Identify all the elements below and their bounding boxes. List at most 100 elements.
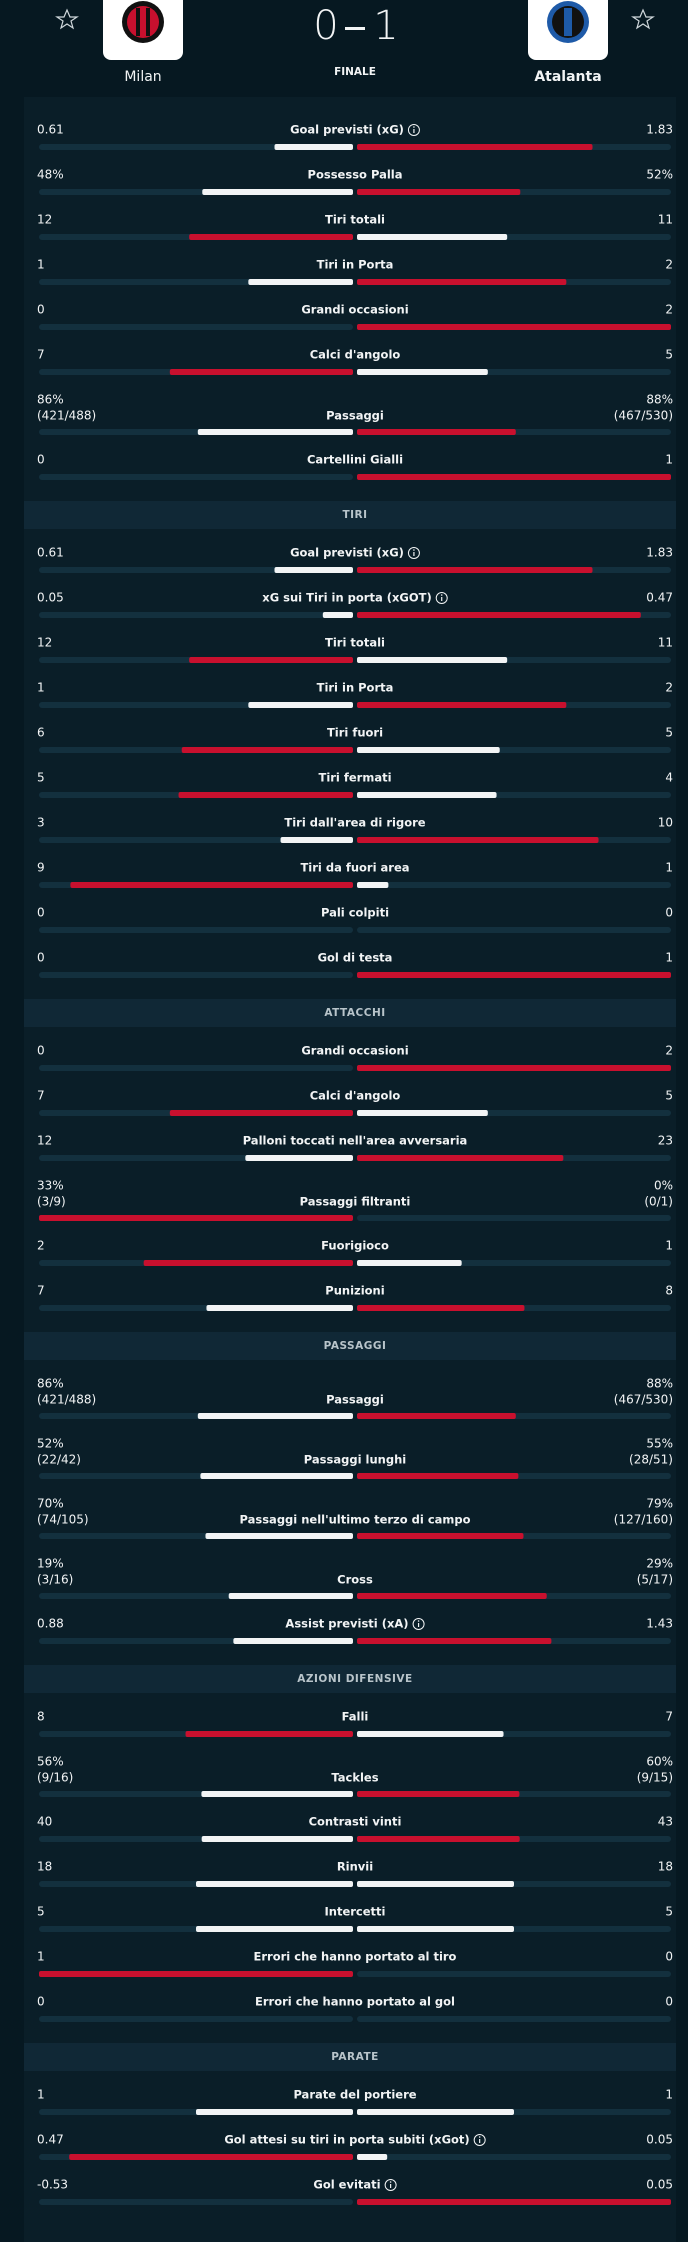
stat-label: Punizioni [325,1284,384,1298]
bar-track [357,1971,671,1977]
stat-label: Passaggi [326,409,384,423]
info-icon-dot [413,549,415,551]
away-bar [357,1065,671,1071]
info-icon [407,124,420,136]
away-detail: (9/15) [637,1771,673,1785]
section-title: ATTACCHI [324,1007,385,1019]
away-value: 0.05 [646,2133,673,2147]
stat-label: Intercetti [325,1905,386,1919]
stat-label: Goal previsti (xG) [290,123,404,137]
home-bar [196,2109,353,2115]
home-bar [181,747,353,753]
away-value: 2 [665,258,673,272]
home-value: 6 [37,726,45,740]
away-bar [357,1110,488,1116]
home-value: 56% [37,1755,64,1769]
away-bar [357,702,567,708]
section-title: TIRI [342,509,367,521]
home-logo [122,1,164,43]
info-icon [435,592,448,604]
away-value: 5 [665,1089,673,1103]
away-value: 0 [665,1995,673,2009]
home-bar [178,792,353,798]
away-bar [357,1881,514,1887]
stat-label: Gol evitati [313,2178,380,2192]
home-bar [69,2154,353,2160]
away-bar [357,324,671,330]
bar-track [357,927,671,933]
home-value: 5 [37,1905,45,1919]
match-status: FINALE [334,66,376,78]
away-value: 88% [646,393,673,407]
home-detail: (9/16) [37,1771,73,1785]
away-bar [357,2199,671,2205]
section-header-band [24,1332,676,1360]
home-bar [245,1155,353,1161]
home-value: 0 [37,303,45,317]
home-value: 1 [37,681,45,695]
stat-label: Tiri in Porta [317,258,394,272]
home-bar [39,1215,353,1221]
stat-label: Palloni toccati nell'area avversaria [243,1134,468,1148]
home-value: 0.05 [37,591,64,605]
away-value: 18 [658,1860,673,1874]
home-value: 1 [37,258,45,272]
home-value: 0 [37,906,45,920]
home-value: 19% [37,1557,64,1571]
away-value: 1.83 [646,123,673,137]
away-bar [357,429,516,435]
bar-track [357,2016,671,2022]
bar-track [39,144,353,150]
home-value: 2 [37,1239,45,1253]
favorite-star[interactable] [631,8,655,30]
away-value: 1 [665,951,673,965]
away-value: 0 [665,1950,673,1964]
home-value: 70% [37,1497,64,1511]
home-value: 0 [37,951,45,965]
favorite-star[interactable] [55,8,79,30]
away-bar [357,657,508,663]
home-bar [205,1533,353,1539]
bar-track [39,837,353,843]
away-value: 2 [665,303,673,317]
section-header-band [24,1665,676,1693]
away-bar [357,1473,519,1479]
home-value: 7 [37,348,45,362]
home-bar [200,1473,353,1479]
bar-track [39,567,353,573]
score-separator [345,27,365,30]
away-value: 4 [665,771,673,785]
away-value: 1.43 [646,1617,673,1631]
stat-label: Tiri fermati [318,771,391,785]
stat-label: Gol di testa [318,951,393,965]
stat-label: Grandi occasioni [301,1044,408,1058]
home-value: 5 [37,771,45,785]
away-bar [357,189,521,195]
away-bar [357,747,500,753]
away-value: 2 [665,681,673,695]
section-header-band [24,999,676,1027]
home-team: Milan [124,69,161,85]
away-value: 5 [665,1905,673,1919]
away-bar [357,1791,520,1797]
away-value: 5 [665,726,673,740]
away-bar [357,144,593,150]
away-value: 1 [665,861,673,875]
home-bar [201,1791,353,1797]
bar-track [357,882,671,888]
away-value: 7 [665,1710,673,1724]
home-bar [70,882,354,888]
home-detail: (421/488) [37,1393,96,1407]
home-bar [169,369,353,375]
stat-label: Falli [342,1710,369,1724]
home-value: 3 [37,816,45,830]
home-bar [196,1926,353,1932]
section-header-band [24,501,676,529]
home-bar [248,702,353,708]
home-bar [196,1881,353,1887]
away-bar [357,1413,516,1419]
away-value: 11 [658,636,673,650]
home-value: 18 [37,1860,52,1874]
home-value: 40 [37,1815,52,1829]
